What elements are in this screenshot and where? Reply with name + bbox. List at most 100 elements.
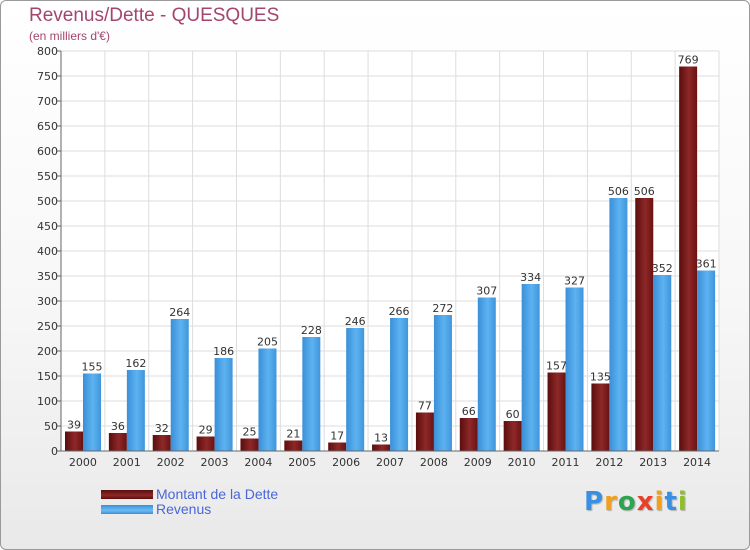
data-label-debt: 157	[546, 360, 567, 373]
bar-revenue	[653, 275, 672, 451]
y-tick-label: 200	[37, 345, 58, 358]
data-label-debt: 77	[418, 400, 432, 413]
bar-debt	[65, 431, 83, 451]
bar-revenue	[609, 198, 628, 451]
y-tick-label: 600	[37, 145, 58, 158]
data-label-debt: 25	[242, 426, 256, 439]
data-label-revenue: 352	[652, 262, 673, 275]
x-tick-label: 2006	[332, 456, 360, 469]
bar-revenue	[521, 284, 540, 451]
data-label-debt: 13	[374, 432, 388, 445]
x-tick-label: 2010	[508, 456, 536, 469]
x-tick-label: 2002	[157, 456, 185, 469]
logo-letter: P	[584, 487, 605, 517]
y-tick-label: 150	[37, 370, 58, 383]
bar-revenue	[565, 287, 584, 451]
data-label-debt: 60	[506, 408, 520, 421]
bar-revenue	[477, 297, 496, 451]
legend-swatch-debt	[101, 490, 153, 499]
bar-revenue	[390, 318, 409, 451]
data-label-revenue: 361	[696, 258, 717, 271]
data-label-debt: 769	[678, 54, 699, 67]
x-tick-label: 2001	[113, 456, 141, 469]
bar-debt	[152, 435, 171, 451]
data-label-debt: 506	[634, 185, 655, 198]
chart-title: Revenus/Dette - QUESQUES	[29, 5, 280, 26]
legend-label-revenue: Revenus	[156, 501, 212, 517]
data-label-debt: 29	[199, 424, 213, 437]
bar-revenue	[83, 373, 101, 451]
x-tick-label: 2005	[288, 456, 316, 469]
bar-debt	[547, 372, 566, 451]
y-tick-label: 250	[37, 320, 58, 333]
bar-debt	[459, 418, 478, 451]
data-label-revenue: 307	[476, 285, 497, 298]
y-tick-label: 0	[51, 445, 58, 458]
data-label-revenue: 272	[432, 302, 453, 315]
bar-debt	[415, 412, 434, 451]
bar-revenue	[697, 270, 716, 451]
bar-revenue	[214, 358, 233, 451]
y-tick-label: 800	[37, 45, 58, 58]
data-label-revenue: 266	[389, 305, 410, 318]
bar-revenue	[346, 328, 365, 451]
x-tick-label: 2000	[69, 456, 97, 469]
bar-debt	[108, 433, 127, 451]
data-label-revenue: 228	[301, 324, 322, 337]
data-label-debt: 32	[155, 422, 169, 435]
y-tick-label: 750	[37, 70, 58, 83]
bar-debt	[196, 436, 215, 451]
y-tick-label: 50	[44, 420, 58, 433]
data-label-revenue: 155	[82, 361, 103, 374]
data-label-revenue: 264	[169, 306, 190, 319]
data-label-revenue: 327	[564, 275, 585, 288]
logo-letter: t	[664, 487, 678, 517]
y-tick-label: 500	[37, 195, 58, 208]
x-tick-label: 2014	[683, 456, 711, 469]
bar-revenue	[126, 370, 145, 451]
x-tick-label: 2004	[244, 456, 272, 469]
bar-debt	[284, 440, 303, 451]
bar-debt	[503, 421, 522, 451]
legend-label-debt: Montant de la Dette	[156, 486, 279, 502]
y-tick-label: 550	[37, 170, 58, 183]
logo-letter: r	[604, 487, 618, 517]
logo-letter: i	[654, 487, 665, 517]
data-label-revenue: 246	[345, 315, 366, 328]
y-tick-label: 350	[37, 270, 58, 283]
y-tick-label: 700	[37, 95, 58, 108]
x-tick-label: 2011	[551, 456, 579, 469]
logo-letter: i	[677, 487, 688, 517]
bar-debt	[591, 383, 610, 451]
bar-debt	[635, 198, 654, 451]
y-tick-label: 100	[37, 395, 58, 408]
bar-debt	[240, 438, 259, 451]
data-label-revenue: 205	[257, 336, 278, 349]
bar-revenue	[433, 315, 452, 451]
bar-revenue	[258, 348, 277, 451]
bar-revenue	[170, 319, 189, 451]
y-tick-label: 650	[37, 120, 58, 133]
data-label-revenue: 506	[608, 185, 629, 198]
chart-subtitle: (en milliers d'€)	[29, 29, 110, 43]
logo-letter: x	[636, 487, 655, 517]
x-tick-label: 2008	[420, 456, 448, 469]
x-tick-label: 2007	[376, 456, 404, 469]
data-label-debt: 21	[286, 428, 300, 441]
data-label-debt: 66	[462, 405, 476, 418]
x-tick-label: 2009	[464, 456, 492, 469]
legend-swatch-revenue	[101, 505, 153, 514]
proxiti-logo: Proxiti	[584, 487, 688, 517]
logo-letter: o	[617, 487, 637, 517]
data-label-revenue: 162	[125, 357, 146, 370]
bar-debt	[679, 66, 698, 451]
data-label-debt: 39	[67, 419, 81, 432]
x-tick-label: 2012	[595, 456, 623, 469]
bar-debt	[328, 442, 347, 451]
y-tick-label: 450	[37, 220, 58, 233]
y-tick-label: 400	[37, 245, 58, 258]
x-tick-label: 2013	[639, 456, 667, 469]
y-tick-label: 300	[37, 295, 58, 308]
data-label-debt: 36	[111, 420, 125, 433]
